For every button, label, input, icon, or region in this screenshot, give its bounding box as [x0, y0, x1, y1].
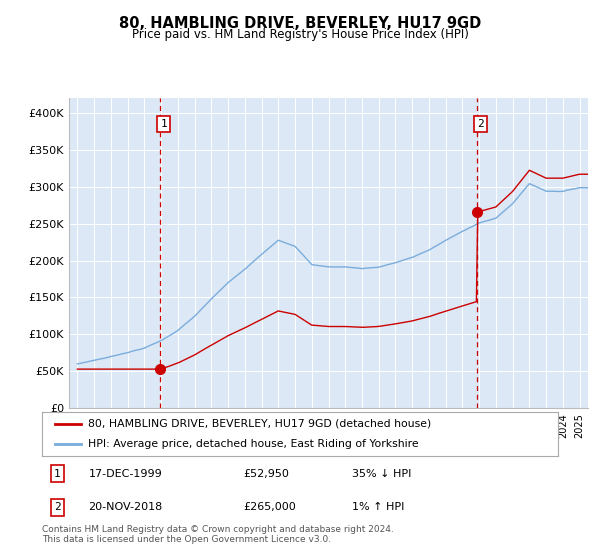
Text: 17-DEC-1999: 17-DEC-1999	[88, 469, 162, 479]
Text: Price paid vs. HM Land Registry's House Price Index (HPI): Price paid vs. HM Land Registry's House …	[131, 28, 469, 41]
Text: 2: 2	[478, 119, 484, 129]
Text: 80, HAMBLING DRIVE, BEVERLEY, HU17 9GD: 80, HAMBLING DRIVE, BEVERLEY, HU17 9GD	[119, 16, 481, 31]
Text: HPI: Average price, detached house, East Riding of Yorkshire: HPI: Average price, detached house, East…	[88, 439, 419, 449]
Text: 35% ↓ HPI: 35% ↓ HPI	[352, 469, 411, 479]
Text: £52,950: £52,950	[243, 469, 289, 479]
Text: 1: 1	[160, 119, 167, 129]
Text: 80, HAMBLING DRIVE, BEVERLEY, HU17 9GD (detached house): 80, HAMBLING DRIVE, BEVERLEY, HU17 9GD (…	[88, 419, 431, 429]
Text: 1% ↑ HPI: 1% ↑ HPI	[352, 502, 404, 512]
Text: £265,000: £265,000	[243, 502, 296, 512]
Text: 1: 1	[54, 469, 61, 479]
Text: Contains HM Land Registry data © Crown copyright and database right 2024.
This d: Contains HM Land Registry data © Crown c…	[42, 525, 394, 544]
Text: 2: 2	[54, 502, 61, 512]
Text: 20-NOV-2018: 20-NOV-2018	[88, 502, 163, 512]
